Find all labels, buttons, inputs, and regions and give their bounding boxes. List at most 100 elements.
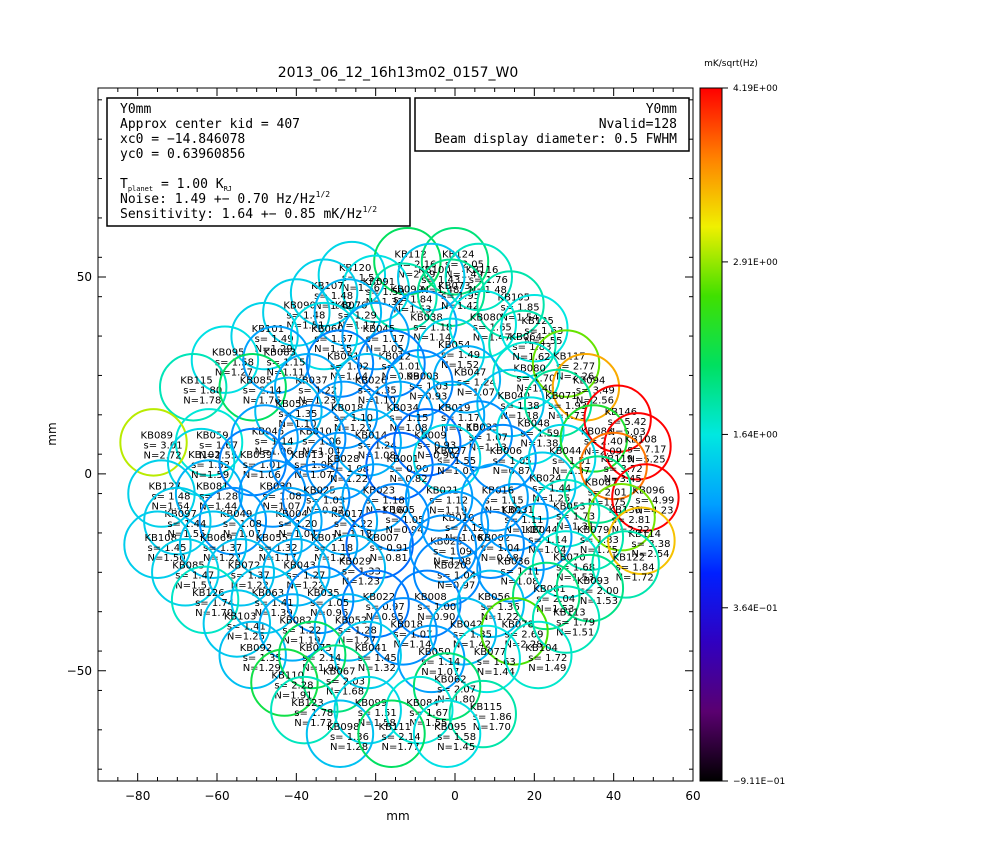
beam-sens-label: s= 1.11 <box>501 566 540 577</box>
y-tick-label: 50 <box>77 270 92 284</box>
beam-noise-label: N=1.13 <box>469 443 507 454</box>
beam-noise-label: N=1.22 <box>330 474 368 485</box>
beam-kid-label: KB101 <box>252 324 285 335</box>
beam-sens-label: s= 1.24 <box>358 440 397 451</box>
beam-sens-label: s= 2.81 <box>612 515 651 526</box>
beam-kid-label: KB085 <box>172 560 205 571</box>
beam-kid-label: KB030 <box>260 482 293 493</box>
beam-circle <box>607 506 676 576</box>
beam-sens-label: s= 1.93 <box>548 401 587 412</box>
beam-kid-label: KB100 <box>418 265 451 276</box>
beam-kid-label: KB045 <box>363 324 396 335</box>
beam-noise-label: N=1.50 <box>148 553 186 564</box>
beam-kid-label: KB035 <box>307 588 340 599</box>
beam-noise-label: N=1.08 <box>389 423 427 434</box>
beam-circle <box>591 530 660 599</box>
beam-noise-label: N=1.05 <box>366 344 404 355</box>
beam-kid-label: KB113 <box>553 608 586 619</box>
beam-kid-label: KB017 <box>331 509 364 520</box>
beam-circle <box>277 404 347 473</box>
beam-circle <box>555 502 625 572</box>
beam-kid-label: KB029 <box>339 556 372 567</box>
beam-kid-label: KB058 <box>275 399 308 410</box>
beam-circle <box>531 585 601 654</box>
beam-sens-label: s= 1.15 <box>389 413 428 424</box>
x-tick-label: −60 <box>204 789 229 803</box>
info-box-right: Y0mm Nvalid=128 Beam display diameter: 0… <box>414 97 690 152</box>
beam-circle <box>230 565 299 635</box>
beam-kid-label: KB062 <box>434 675 467 686</box>
beam-kid-label: KB108 <box>145 533 178 544</box>
beam-noise-label: N=1.75 <box>580 545 618 556</box>
beam-circle <box>527 423 597 493</box>
beam-kid-label: KB075 <box>299 643 332 654</box>
beam-circle <box>500 293 569 363</box>
x-tick-label: −40 <box>284 789 309 803</box>
beam-sens-label: s= 2.01 <box>588 488 627 499</box>
beam-kid-label: KB126 <box>192 588 225 599</box>
beam-circle <box>456 569 525 639</box>
beam-kid-label: KB114 <box>628 529 661 540</box>
beam-circle <box>365 380 434 450</box>
beam-noise-label: N=1.19 <box>429 506 467 517</box>
beam-kid-label: KB047 <box>454 367 487 378</box>
beam-kid-label: KB087 <box>585 478 618 489</box>
beam-noise-label: N=1.44 <box>199 502 237 513</box>
beam-circle <box>583 384 652 453</box>
beam-kid-label: KB044 <box>549 446 582 457</box>
beam-circle <box>234 510 303 579</box>
beam-sens-label: s= 1.63 <box>524 326 563 337</box>
beam-sens-label: s= 1.58 <box>437 732 476 743</box>
beam-sens-label: s= 1.02 <box>330 362 369 373</box>
info-box-right-frame <box>414 97 690 152</box>
beam-noise-label: N=1.37 <box>552 466 590 477</box>
beam-circle <box>531 329 601 398</box>
beam-kid-label: KB071 <box>545 391 578 402</box>
beam-circle <box>432 345 502 414</box>
beam-kid-label: KB026 <box>430 537 463 548</box>
beam-noise-label: N=1.62 <box>512 352 550 363</box>
beam-noise-label: N=1.55 <box>199 450 237 461</box>
beam-noise-label: N=1.42 <box>453 639 491 650</box>
beam-kid-label: KB077 <box>474 647 507 658</box>
beam-circle <box>504 502 573 572</box>
info-box-left-frame <box>106 97 411 227</box>
beam-kid-label: KB130 <box>609 505 642 516</box>
beam-kid-label: KB049 <box>220 509 253 520</box>
beam-sens-label: s= 1.73 <box>556 511 595 522</box>
beam-kid-label: KB146 <box>605 407 638 418</box>
beam-sens-label: s= 1.35 <box>278 409 317 420</box>
beam-noise-label: N=1.44 <box>477 667 515 678</box>
beam-noise-label: N=0.99 <box>382 372 420 383</box>
beam-kid-label: KB024 <box>529 474 562 485</box>
info-beam-diameter: Beam display diameter: 0.5 FWHM <box>434 132 677 147</box>
beam-noise-label: N=1.25 <box>227 632 265 643</box>
beam-circle <box>456 510 525 579</box>
beam-sens-label: s= 1.37 <box>231 570 270 581</box>
beam-noise-label: N=1.21 <box>314 553 352 564</box>
beam-circle <box>448 679 517 749</box>
beam-kid-label: KB002 <box>478 533 511 544</box>
beam-circle <box>416 380 486 450</box>
